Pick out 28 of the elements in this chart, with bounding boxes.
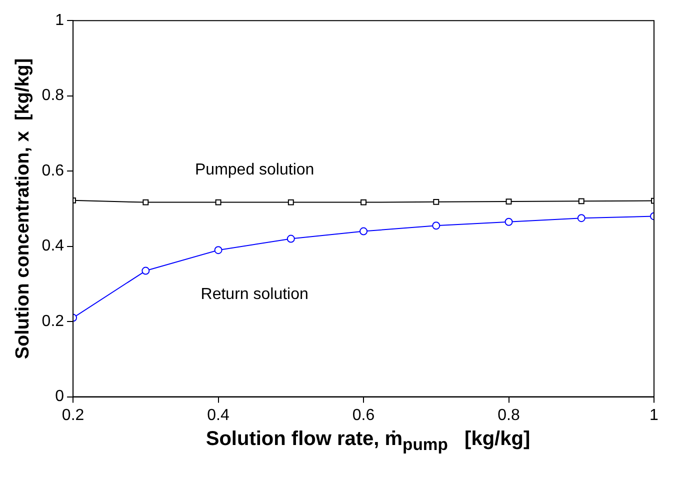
y-tick-label: 0.8: [42, 87, 64, 104]
point: [142, 266, 150, 275]
x-axis-title: Solution flow rate, ṁ$_{pump}$ [kg/kg]: [204, 428, 532, 455]
point: [214, 246, 222, 254]
x-tick-label: 0.8: [498, 406, 520, 424]
point: [432, 222, 440, 230]
y-tick-label: 0: [55, 388, 64, 406]
point: [578, 198, 584, 204]
point: [506, 198, 512, 205]
series-label: Pumped solution: [195, 162, 314, 179]
point: [433, 198, 440, 205]
point: [360, 199, 366, 206]
point: [142, 199, 149, 206]
x-tick-label: 0.4: [207, 406, 230, 424]
y-tick-label: 0.6: [42, 162, 64, 180]
point: [577, 214, 586, 222]
point: [288, 199, 294, 206]
point: [504, 218, 513, 226]
y-axis-title: Solution concentration, x [kg/kg]: [12, 58, 34, 360]
x-tick-label: 0.6: [352, 406, 375, 424]
point: [360, 227, 368, 236]
point: [286, 234, 295, 243]
y-tick-label: 1: [55, 12, 64, 30]
x-tick-label: 1: [650, 406, 659, 424]
y-tick-label: 0.4: [42, 238, 64, 255]
y-tick-label: 0.2: [42, 312, 64, 330]
series-label: Return solution: [200, 286, 308, 303]
point: [215, 199, 222, 206]
